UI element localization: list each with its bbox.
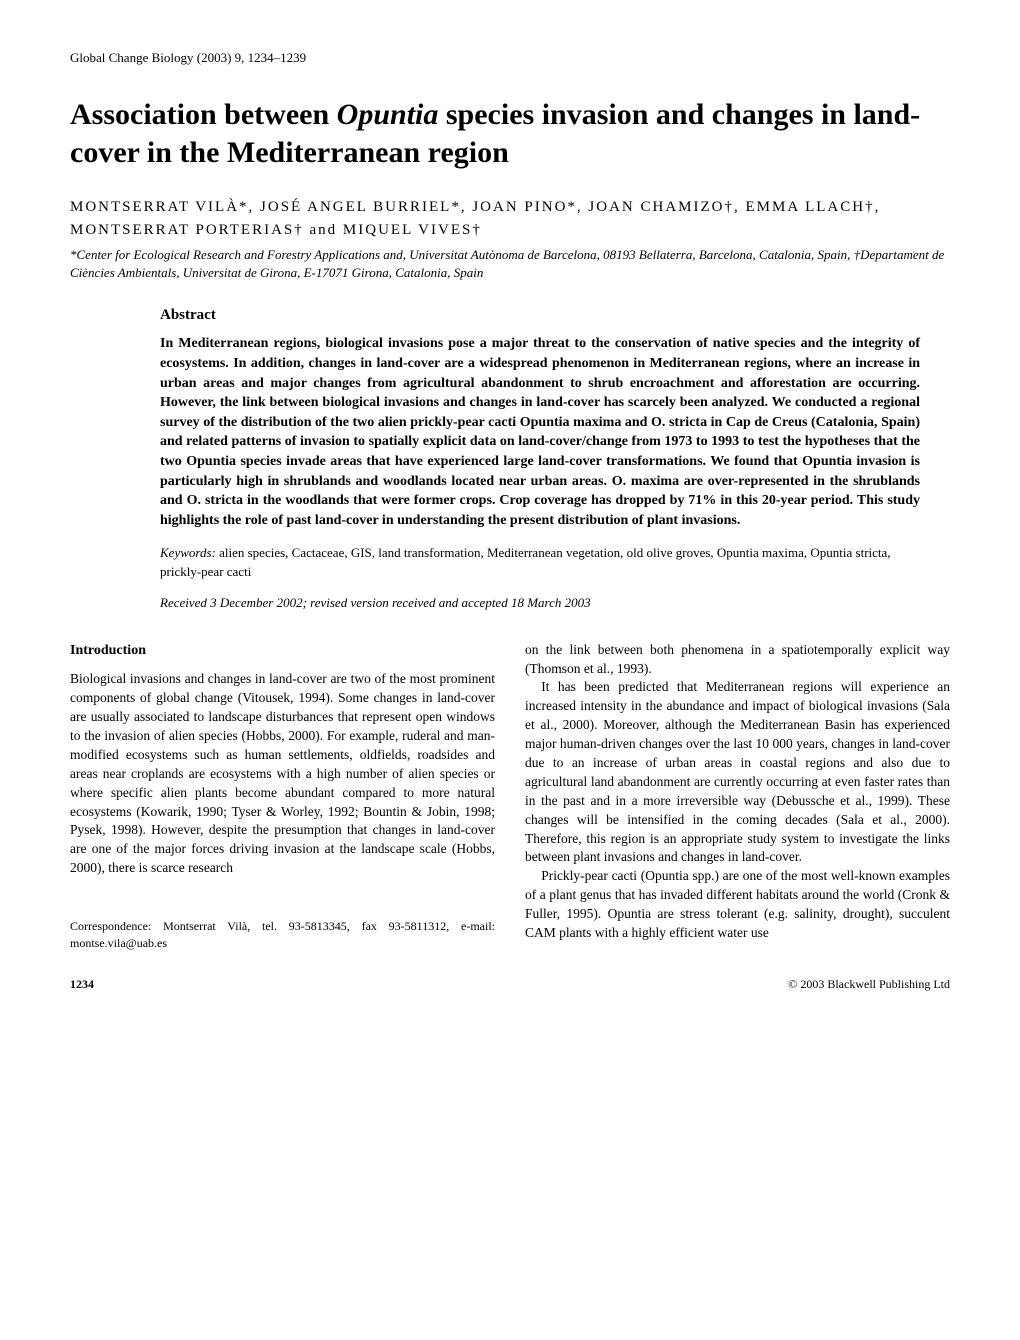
- body-columns: Introduction Biological invasions and ch…: [70, 641, 950, 952]
- journal-header: Global Change Biology (2003) 9, 1234–123…: [70, 50, 950, 66]
- copyright-notice: © 2003 Blackwell Publishing Ltd: [788, 977, 950, 992]
- received-date: Received 3 December 2002; revised versio…: [160, 595, 920, 611]
- keywords: Keywords: alien species, Cactaceae, GIS,…: [160, 544, 920, 580]
- keywords-label: Keywords:: [160, 545, 216, 560]
- affiliations: *Center for Ecological Research and Fore…: [70, 246, 950, 282]
- correspondence: Correspondence: Montserrat Vilà, tel. 93…: [70, 918, 495, 952]
- intro-para-1-cont: on the link between both phenomena in a …: [525, 641, 950, 679]
- authors-list: MONTSERRAT VILÀ*, JOSÉ ANGEL BURRIEL*, J…: [70, 196, 950, 241]
- keywords-text: alien species, Cactaceae, GIS, land tran…: [160, 545, 891, 578]
- title-italic-genus: Opuntia: [337, 98, 439, 131]
- right-column: on the link between both phenomena in a …: [525, 641, 950, 952]
- article-title: Association between Opuntia species inva…: [70, 96, 950, 171]
- page-footer: 1234 © 2003 Blackwell Publishing Ltd: [70, 977, 950, 992]
- introduction-heading: Introduction: [70, 641, 495, 661]
- abstract-section: Abstract In Mediterranean regions, biolo…: [160, 307, 920, 610]
- intro-para-3: Prickly-pear cacti (Opuntia spp.) are on…: [525, 867, 950, 943]
- title-part-1: Association between: [70, 98, 337, 131]
- abstract-heading: Abstract: [160, 307, 920, 324]
- intro-para-2: It has been predicted that Mediterranean…: [525, 678, 950, 867]
- left-column: Introduction Biological invasions and ch…: [70, 641, 495, 952]
- intro-para-1: Biological invasions and changes in land…: [70, 670, 495, 878]
- page-number: 1234: [70, 977, 94, 992]
- abstract-text: In Mediterranean regions, biological inv…: [160, 334, 920, 530]
